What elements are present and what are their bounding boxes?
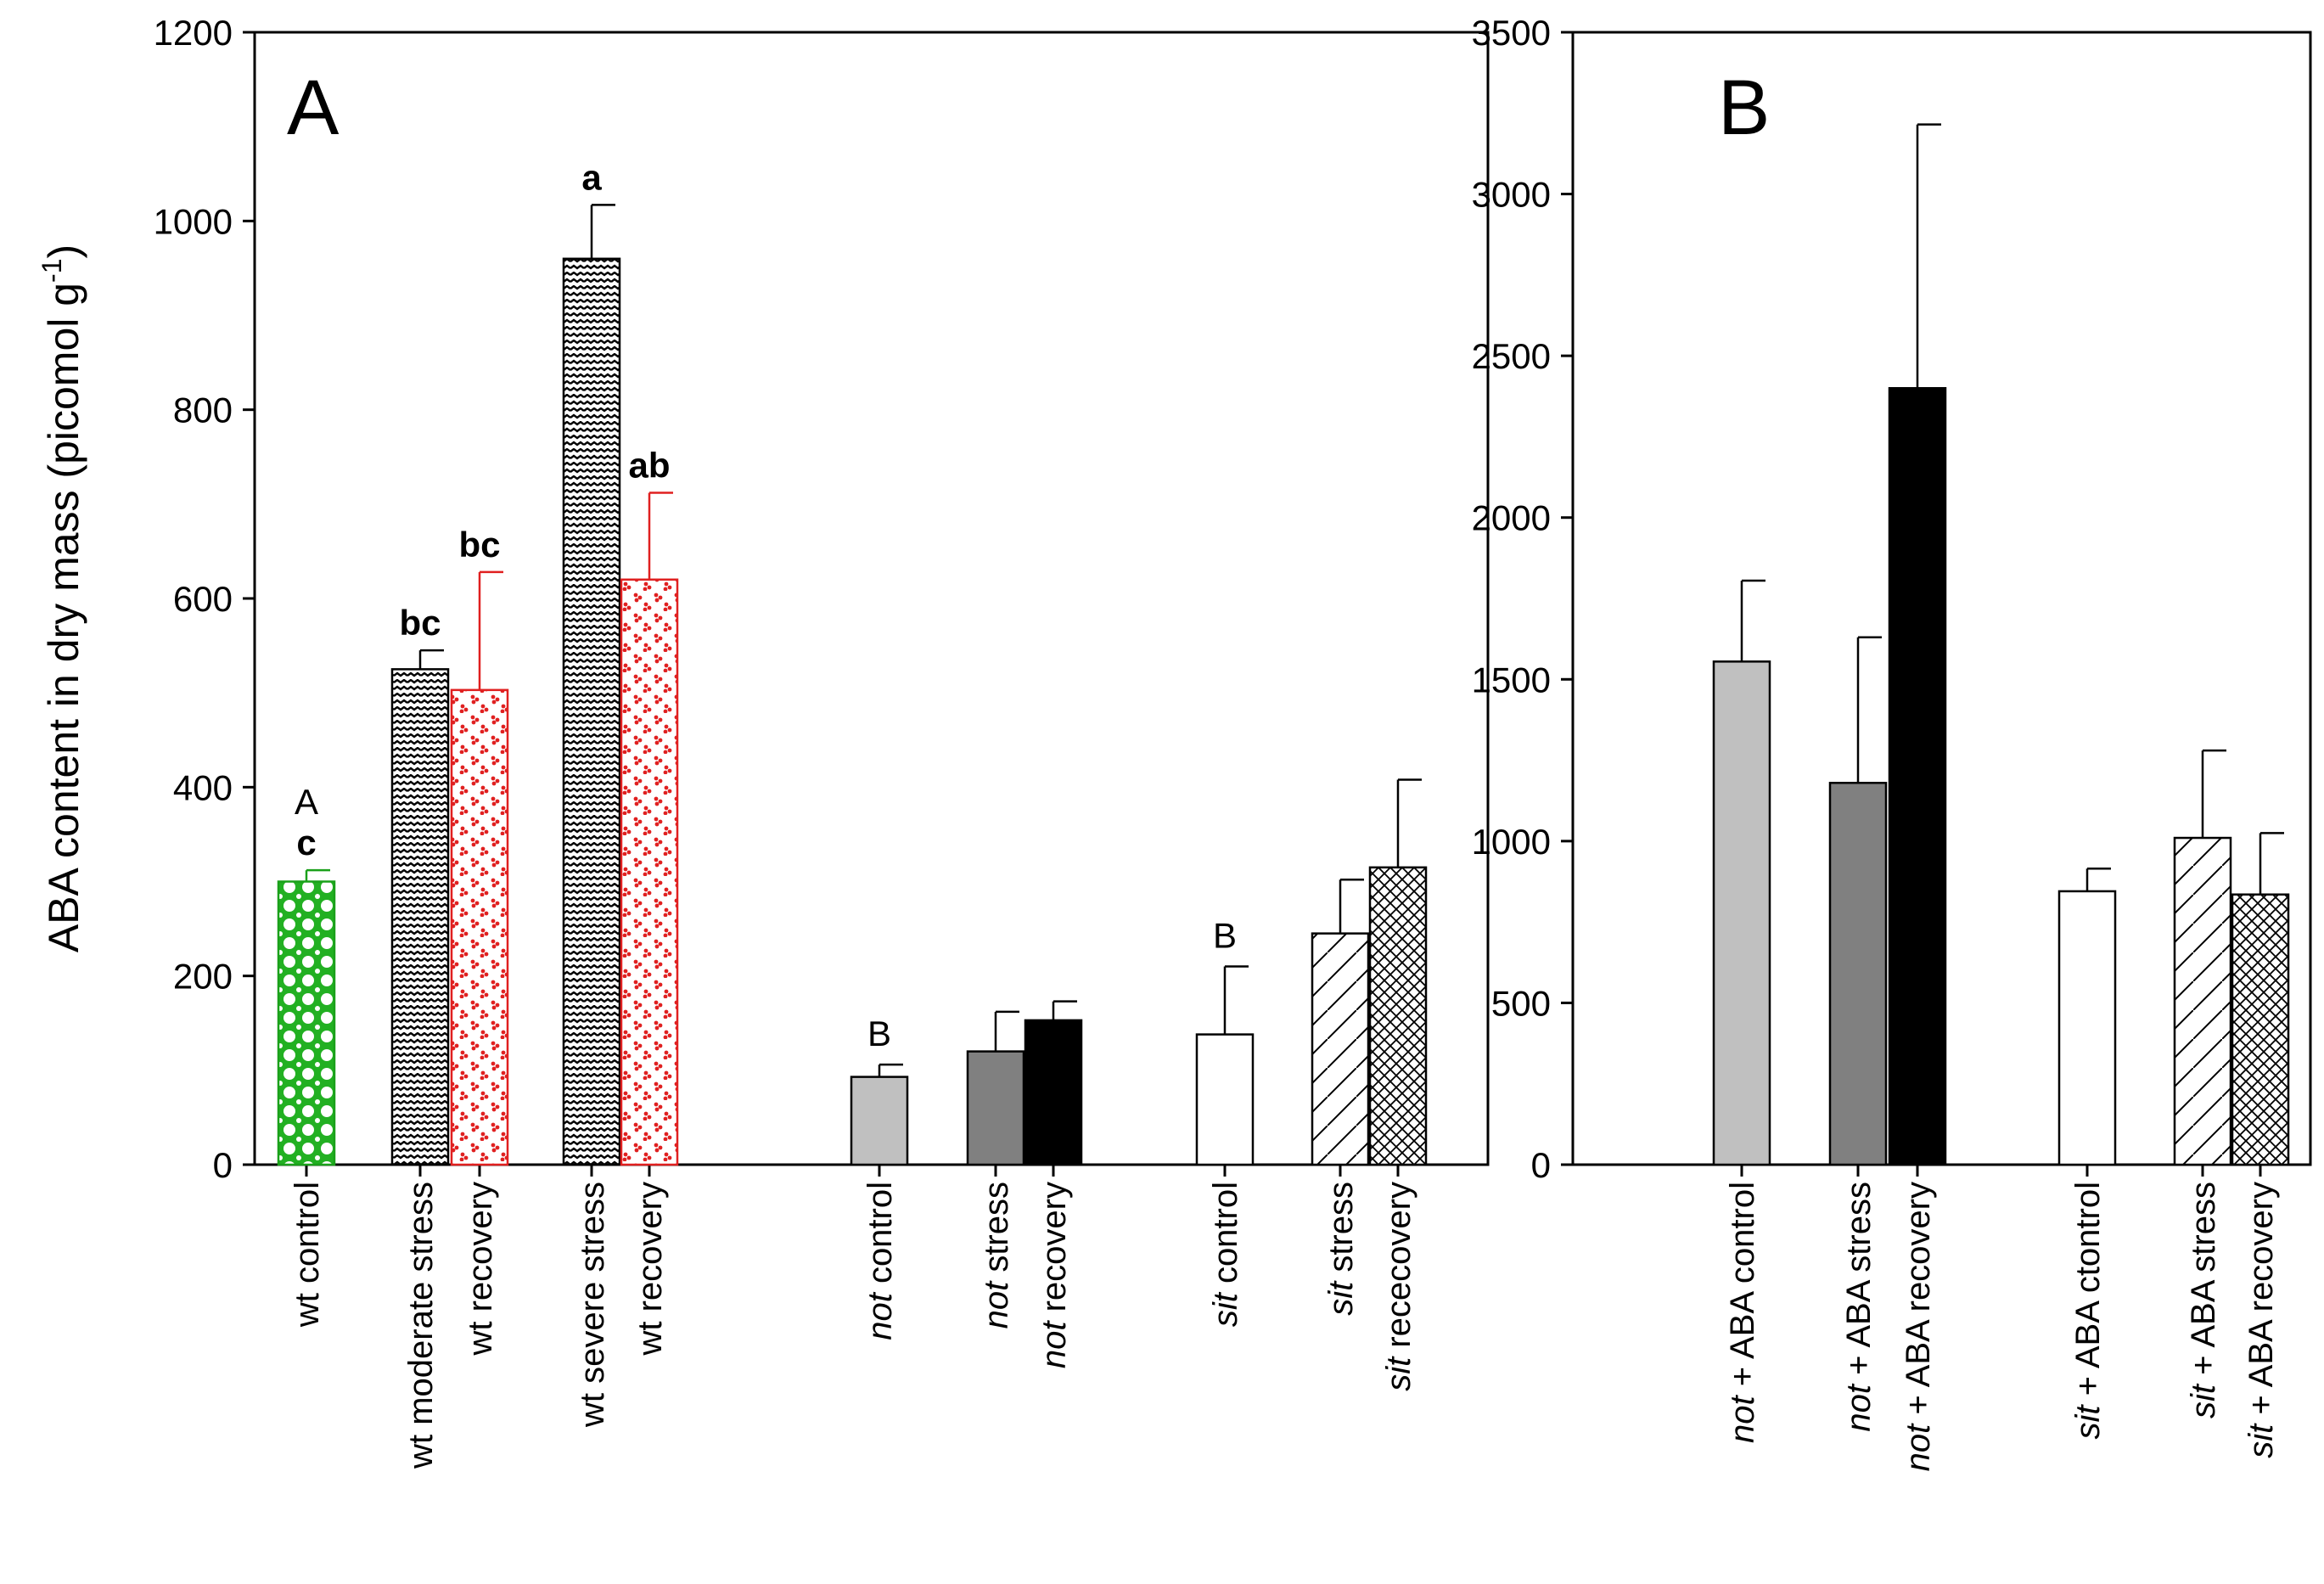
sig-letter-wt-severe-recovery: ab [628, 445, 670, 485]
category-label-sit-control: sit control [1207, 1182, 1244, 1327]
panel-b-ytick-label: 2500 [1472, 336, 1551, 376]
bar-sit-aba-stress [2173, 836, 2232, 1166]
bar-sit-aba-recovery [2231, 893, 2290, 1166]
bar-wt-moderate-stress [390, 668, 450, 1166]
category-label-wt-severe-recovery: wt recovery [632, 1182, 669, 1357]
panel-a-ytick-label: 400 [173, 767, 233, 807]
category-label-wt-moderate-stress: wt moderate stress [402, 1182, 440, 1469]
y-axis-label: ABA content in dry mass (picomol g-1) [36, 244, 87, 952]
bar-wt-severe-stress [562, 257, 621, 1166]
category-label-not-aba-control: not + ABA control [1724, 1182, 1761, 1443]
panel-b-ytick-label: 1000 [1472, 822, 1551, 862]
category-label-wt-control: wt control [289, 1182, 326, 1328]
category-label-not-aba-stress: not + ABA stress [1840, 1182, 1878, 1432]
panel-b-ytick-label: 3000 [1472, 175, 1551, 215]
panel-a-ytick-label: 600 [173, 579, 233, 619]
panel-b-ytick-label: 2000 [1472, 498, 1551, 538]
bar-wt-control [277, 880, 336, 1166]
category-label-wt-severe-stress: wt severe stress [574, 1182, 611, 1428]
bar-not-recovery [1024, 1019, 1083, 1166]
panel-letter-a: A [287, 65, 340, 151]
panel-b-ytick-label: 0 [1531, 1145, 1551, 1185]
panel-a-ytick-label: 200 [173, 957, 233, 997]
bar-not-aba-recovery [1888, 387, 1947, 1166]
bar-sit-control [1195, 1033, 1255, 1166]
category-label-sit-aba-stress: sit + ABA stress [2185, 1182, 2222, 1418]
bar-wt-severe-recovery [620, 578, 679, 1166]
category-label-not-recovery: not recovery [1036, 1182, 1073, 1368]
category-label-not-aba-recovery: not + ABA recovery [1900, 1182, 1937, 1471]
bar-sit-stress [1311, 932, 1370, 1166]
sig-letter-wt-moderate-stress: bc [399, 603, 441, 643]
bar-sit-recovery [1368, 866, 1428, 1166]
bar-not-stress [966, 1050, 1025, 1166]
bar-wt-moderate-recovery [450, 688, 509, 1166]
panel-b-ytick-label: 1500 [1472, 660, 1551, 699]
panel-b-ytick-label: 500 [1491, 983, 1551, 1023]
panel-a-ytick-label: 1000 [154, 201, 233, 241]
group-letter-not-control: B [867, 1014, 891, 1053]
sig-letter-wt-control: c [296, 823, 316, 862]
category-label-not-stress: not stress [978, 1182, 1015, 1328]
bar-not-control [850, 1076, 909, 1166]
group-letter-sit-control: B [1213, 916, 1237, 956]
panel-a-ytick-label: 0 [213, 1145, 233, 1185]
sig-letter-wt-moderate-recovery: bc [458, 525, 500, 565]
group-letter-wt-control: A [295, 782, 318, 822]
bar-not-aba-control [1712, 660, 1771, 1166]
category-label-sit-aba-control: sit + ABA ctontrol [2069, 1182, 2107, 1440]
panel-a-ytick-label: 1200 [154, 13, 233, 53]
category-label-wt-moderate-recovery: wt recovery [462, 1182, 499, 1357]
panel-letter-b: B [1718, 65, 1770, 151]
panel-a-ytick-label: 800 [173, 390, 233, 430]
category-label-not-control: not control [862, 1182, 899, 1340]
bar-not-aba-stress [1828, 782, 1888, 1166]
category-label-sit-recovery: sit rececovery [1380, 1182, 1417, 1391]
sig-letter-wt-severe-stress: a [581, 157, 602, 197]
bar-sit-aba-control [2057, 890, 2117, 1166]
category-label-sit-aba-recovery: sit + ABA recovery [2243, 1182, 2280, 1458]
category-label-sit-stress: sit stress [1322, 1182, 1360, 1316]
panel-b-ytick-label: 3500 [1472, 13, 1551, 53]
